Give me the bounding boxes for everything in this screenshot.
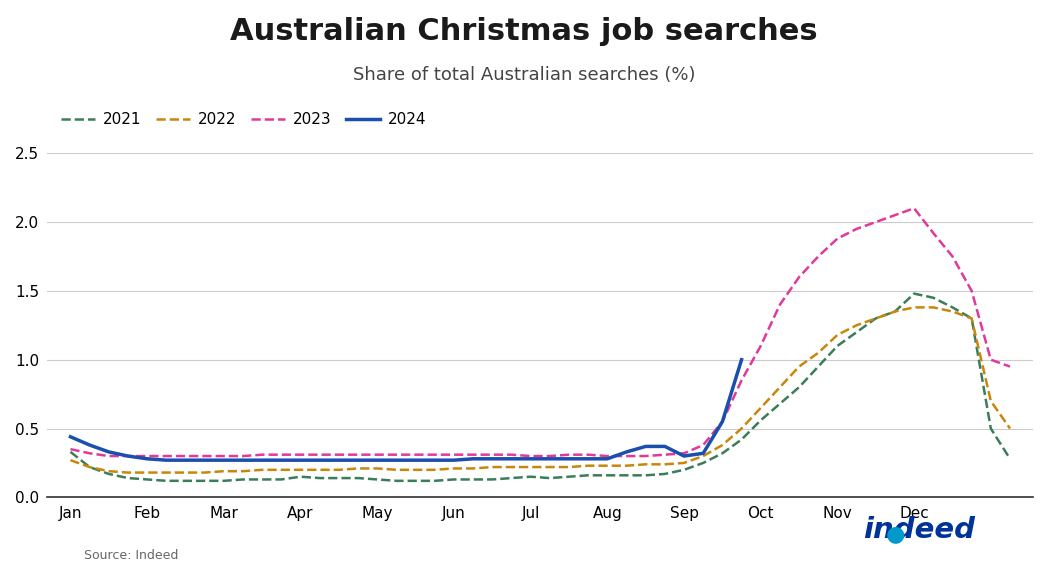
- Text: Australian Christmas job searches: Australian Christmas job searches: [231, 17, 817, 46]
- Text: indeed: indeed: [863, 516, 975, 544]
- Text: Source: Indeed: Source: Indeed: [84, 548, 178, 562]
- Legend: 2021, 2022, 2023, 2024: 2021, 2022, 2023, 2024: [56, 106, 432, 133]
- Text: ●: ●: [886, 524, 904, 544]
- Text: Share of total Australian searches (%): Share of total Australian searches (%): [353, 66, 695, 84]
